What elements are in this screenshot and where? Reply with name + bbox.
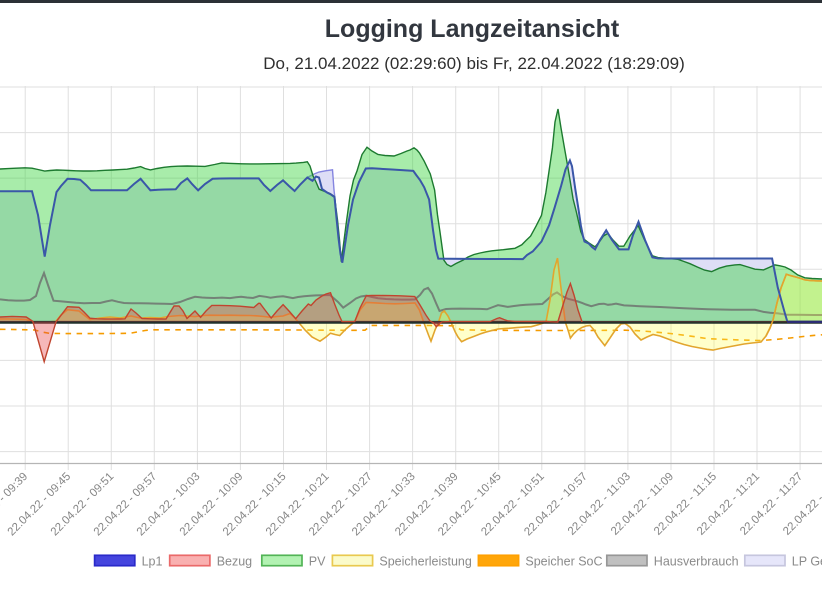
svg-text:Speicherleistung: Speicherleistung — [379, 555, 471, 569]
svg-text:PV: PV — [309, 555, 326, 569]
svg-text:Hausverbrauch: Hausverbrauch — [654, 555, 739, 569]
svg-text:Lp1: Lp1 — [142, 555, 163, 569]
svg-text:LP Gesamt: LP Gesamt — [792, 555, 822, 569]
svg-text:Bezug: Bezug — [217, 555, 252, 569]
svg-text:Speicher SoC: Speicher SoC — [525, 555, 602, 569]
